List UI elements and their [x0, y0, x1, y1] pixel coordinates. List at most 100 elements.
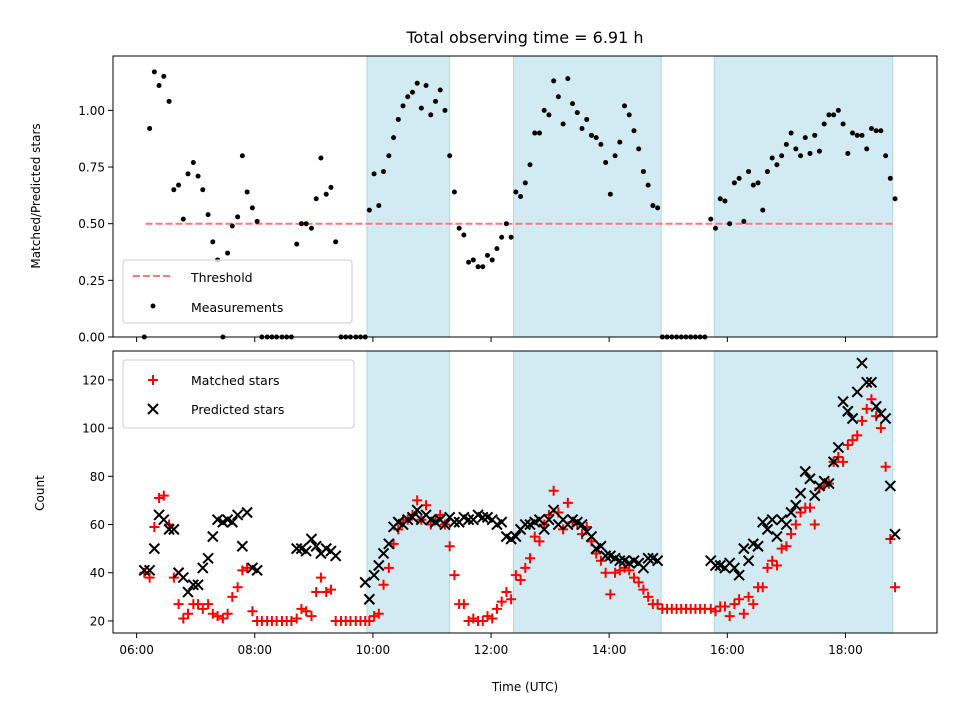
measurement-point — [655, 205, 661, 211]
top-shaded-interval-1 — [512, 55, 662, 338]
measurement-point — [612, 153, 618, 159]
top-axes-frame — [112, 55, 938, 338]
matched-point — [203, 599, 214, 610]
measurement-point — [755, 180, 761, 186]
measurement-point — [636, 146, 642, 152]
measurement-point — [371, 171, 377, 177]
bottom-shaded-interval-2 — [713, 350, 894, 634]
top-y-tick-label: 0.75 — [78, 161, 105, 175]
bottom-y-tick-label: 120 — [82, 373, 105, 387]
predicted-point — [148, 542, 161, 555]
predicted-point — [738, 542, 750, 555]
measurement-point — [176, 182, 182, 188]
matched-point — [491, 603, 502, 614]
matched-point — [757, 582, 768, 593]
measurement-point — [366, 207, 372, 213]
matched-point — [880, 461, 891, 472]
measurement-point — [400, 103, 406, 109]
predicted-point — [300, 545, 312, 557]
predicted-point — [642, 552, 654, 564]
measurement-point — [640, 169, 646, 175]
predicted-point — [236, 540, 249, 552]
predicted-point — [495, 516, 508, 528]
matched-point — [515, 574, 526, 585]
measurement-point — [821, 121, 827, 127]
predicted-point — [832, 441, 845, 454]
predicted-point — [383, 538, 395, 550]
measurement-point — [437, 87, 443, 93]
predicted-point — [771, 530, 783, 543]
predicted-point — [827, 456, 840, 468]
measurement-point — [456, 225, 462, 231]
predicted-point — [856, 357, 868, 369]
measurements-legend-marker — [150, 303, 156, 309]
matched-point — [529, 531, 540, 542]
matched-point — [247, 606, 258, 617]
matched-point — [628, 572, 639, 583]
measurement-point — [722, 198, 728, 204]
predicted-point — [192, 579, 204, 591]
measurement-point — [442, 107, 448, 113]
bottom-y-tick-label: 20 — [90, 614, 105, 628]
measurement-point — [588, 132, 594, 138]
threshold-legend-label: Threshold — [190, 270, 253, 285]
bottom-y-tick-label: 60 — [90, 518, 105, 532]
predicted-point — [766, 514, 778, 526]
predicted-point — [728, 562, 741, 574]
matched-point — [809, 519, 820, 530]
measurement-point — [878, 128, 884, 134]
predicted-point — [809, 489, 821, 502]
measurement-point — [598, 141, 604, 147]
predicted-point — [837, 395, 849, 408]
matched-point — [373, 608, 384, 619]
predicted-point — [368, 569, 380, 581]
measurement-point — [229, 223, 235, 229]
matched-point — [286, 615, 297, 626]
predicted-point — [207, 530, 219, 543]
predicted-point — [742, 554, 755, 567]
matched-point — [562, 497, 573, 508]
measurement-point — [428, 112, 434, 118]
measurement-point — [303, 221, 309, 227]
matched-point — [847, 435, 858, 446]
measurement-point — [508, 234, 514, 240]
measurement-point — [802, 135, 808, 141]
predicted-point — [842, 405, 854, 417]
predicted-point — [310, 540, 322, 552]
measurement-point — [650, 203, 656, 209]
measurement-point — [741, 218, 747, 224]
matched-point — [212, 611, 223, 622]
measurement-point — [466, 259, 472, 265]
measurement-point — [318, 155, 324, 161]
measurement-point — [239, 153, 245, 159]
bottom-shaded-interval-1 — [512, 350, 662, 634]
matched-point — [638, 584, 649, 595]
matched-point — [325, 584, 336, 595]
measurement-point — [447, 153, 453, 159]
measurement-point — [593, 135, 599, 141]
matched-point — [719, 601, 730, 612]
matched-point — [158, 490, 169, 501]
measurement-point — [769, 155, 775, 161]
matched-point — [548, 485, 559, 496]
measurement-point — [225, 250, 231, 256]
predicted-legend-marker — [147, 403, 159, 415]
matched-point — [421, 500, 432, 511]
predicted-point — [251, 564, 263, 577]
measurements-legend-label: Measurements — [191, 300, 283, 315]
measurement-point — [560, 121, 566, 127]
measurement-point — [244, 189, 250, 195]
measurement-point — [883, 153, 889, 159]
bottom-axes-frame — [112, 350, 938, 634]
predicted-point — [363, 593, 376, 605]
measurement-point — [859, 132, 865, 138]
predicted-point — [202, 552, 214, 564]
matched-point — [861, 403, 872, 414]
matched-point — [144, 572, 155, 583]
predicted-point — [359, 576, 371, 589]
measurement-point — [195, 173, 201, 179]
measurement-point — [731, 180, 737, 186]
measurement-point — [298, 221, 304, 227]
measurement-point — [313, 196, 319, 202]
bottom-y-tick-label: 80 — [90, 470, 105, 484]
